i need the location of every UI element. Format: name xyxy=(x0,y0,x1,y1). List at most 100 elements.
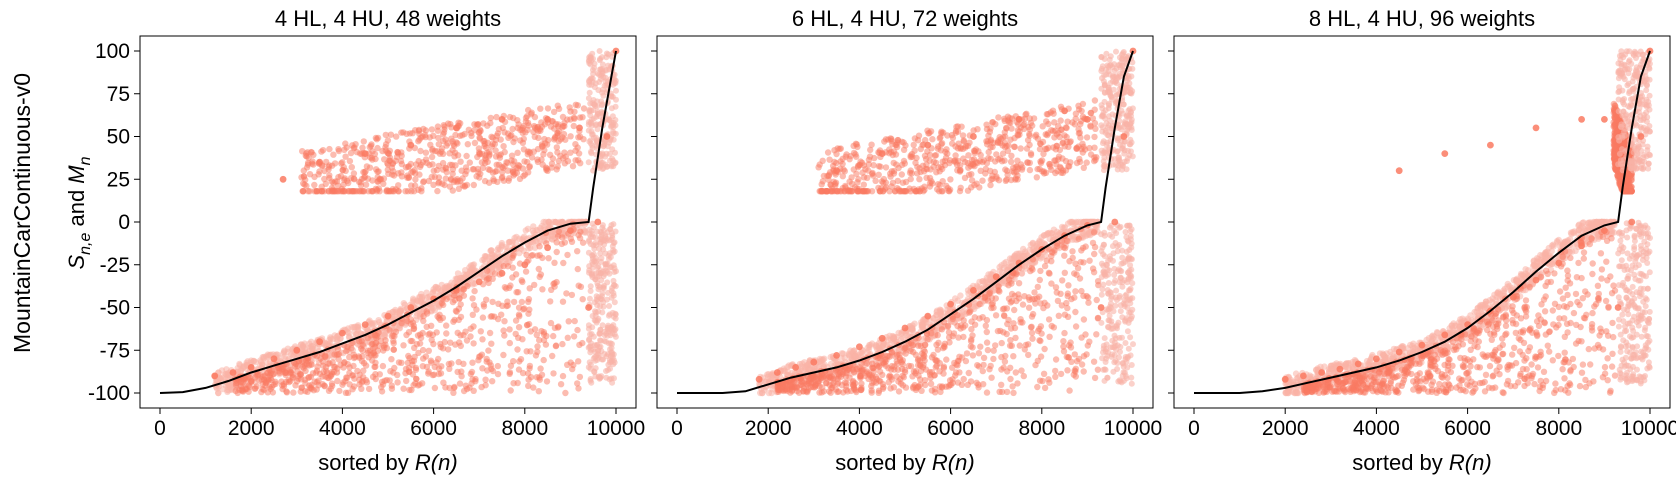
scatter-point xyxy=(857,372,864,380)
scatter-point xyxy=(312,369,320,376)
scatter-point xyxy=(815,380,822,387)
scatter-point xyxy=(601,142,608,149)
scatter-point xyxy=(222,371,230,378)
scatter-point xyxy=(463,167,470,175)
scatter-point xyxy=(534,348,541,355)
scatter-point xyxy=(918,387,925,394)
scatter-point xyxy=(1022,111,1029,118)
scatter-point xyxy=(411,167,418,174)
scatter-point xyxy=(968,326,975,333)
scatter-point xyxy=(368,341,375,348)
scatter-point xyxy=(403,130,410,137)
scatter-point xyxy=(585,304,592,311)
scatter-point xyxy=(1061,311,1069,318)
scatter-point xyxy=(478,383,485,391)
scatter-point xyxy=(431,384,439,392)
scatter-point xyxy=(316,338,323,346)
scatter-point xyxy=(343,374,350,381)
scatter-point xyxy=(467,370,474,378)
scatter-point xyxy=(537,365,544,372)
scatter-point xyxy=(1072,308,1079,316)
scatter-point xyxy=(534,156,541,163)
scatter-point xyxy=(593,258,600,265)
scatter-point xyxy=(328,380,336,387)
scatter-point xyxy=(1071,294,1078,301)
scatter-point xyxy=(438,281,445,289)
scatter-point xyxy=(595,374,602,381)
scatter-point xyxy=(534,252,541,259)
scatter-point xyxy=(458,373,465,380)
scatter-point xyxy=(506,339,513,347)
scatter-point xyxy=(868,387,875,394)
scatter-point xyxy=(591,245,598,252)
scatter-point xyxy=(1072,288,1079,295)
scatter-point xyxy=(501,148,508,156)
scatter-point xyxy=(975,350,983,357)
scatter-point xyxy=(983,328,990,336)
scatter-point xyxy=(381,344,388,351)
scatter-point xyxy=(531,281,538,289)
scatter-point xyxy=(1046,333,1053,340)
scatter-point xyxy=(397,157,405,165)
scatter-point xyxy=(954,357,962,365)
scatter-point xyxy=(562,389,569,397)
scatter-point xyxy=(592,103,599,109)
scatter-point xyxy=(500,177,508,184)
scatter-point xyxy=(986,289,994,296)
scatter-point xyxy=(941,157,949,165)
scatter-point xyxy=(469,359,476,366)
scatter-point xyxy=(306,382,313,389)
scatter-point xyxy=(853,153,860,160)
scatter-point xyxy=(340,379,347,386)
scatter-point xyxy=(1034,283,1042,291)
scatter-point xyxy=(598,102,605,109)
scatter-point xyxy=(423,363,431,371)
scatter-point xyxy=(475,353,483,361)
scatter-point xyxy=(559,298,567,305)
scatter-point xyxy=(338,160,345,167)
panel-title: 6 HL, 4 HU, 72 weights xyxy=(792,6,1018,31)
scatter-point xyxy=(463,152,470,160)
scatter-point xyxy=(1073,358,1081,365)
scatter-point xyxy=(1001,305,1008,312)
scatter-point xyxy=(330,151,337,158)
scatter-point xyxy=(514,124,521,132)
scatter-point xyxy=(990,355,997,363)
scatter-point xyxy=(487,119,494,127)
scatter-point xyxy=(907,175,914,183)
scatter-point xyxy=(360,359,368,367)
scatter-point xyxy=(816,372,824,379)
scatter-point xyxy=(586,108,593,115)
scatter-point xyxy=(433,359,440,366)
scatter-point xyxy=(1059,277,1066,284)
scatter-point xyxy=(321,382,328,389)
scatter-point xyxy=(350,324,357,331)
scatter-point xyxy=(511,158,518,165)
scatter-point xyxy=(879,371,886,379)
scatter-point xyxy=(416,381,423,388)
scatter-point xyxy=(260,386,268,394)
scatter-point xyxy=(1064,118,1071,125)
scatter-point xyxy=(400,385,407,392)
scatter-point xyxy=(608,122,615,129)
y-label-s-sub: n,e xyxy=(77,233,94,255)
scatter-point xyxy=(785,362,793,369)
scatter-point xyxy=(571,108,578,115)
x-tick-label: 2000 xyxy=(228,417,275,440)
scatter-point xyxy=(311,181,318,189)
scatter-point xyxy=(1020,245,1027,253)
scatter-point xyxy=(1021,293,1028,300)
scatter-point xyxy=(921,341,929,349)
scatter-point xyxy=(612,326,619,333)
scatter-point xyxy=(998,339,1005,347)
scatter-point xyxy=(1011,169,1018,176)
scatter-point xyxy=(916,357,923,364)
scatter-point xyxy=(606,117,613,124)
scatter-point xyxy=(589,131,595,138)
scatter-point xyxy=(607,353,614,360)
x-axis-label: sorted by R(n) xyxy=(318,450,457,475)
scatter-point xyxy=(452,131,459,139)
scatter-point xyxy=(278,366,286,373)
